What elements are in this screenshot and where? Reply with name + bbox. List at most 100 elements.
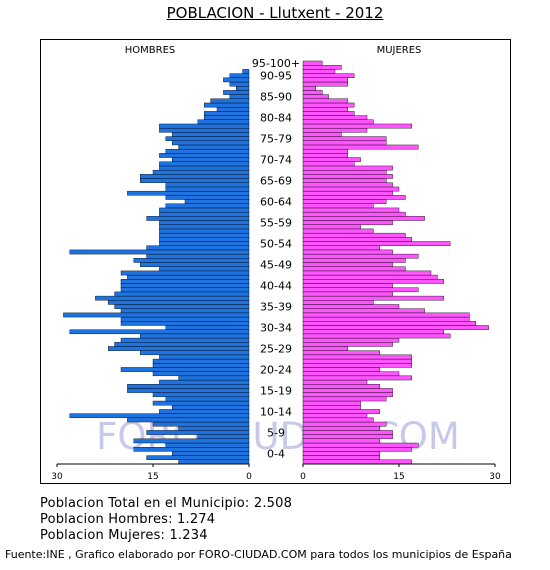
age-label: 50-54 [260,238,292,251]
bar-women-age-30 [302,333,451,339]
bar-men-age-12 [159,409,250,414]
bar-men-age-6 [197,434,250,440]
bar-women-age-52 [302,241,451,246]
bar-women-age-58 [302,216,425,221]
age-label: 0-4 [267,448,285,461]
bar-men-age-61 [165,203,250,209]
bar-women-age-94 [302,64,342,70]
chart-frame: FORO-CIUDAD.COM HOMBRES MUJERES 0-4 5-9 10… [40,39,511,484]
bar-women-age-44 [302,274,438,280]
x-tick-label-right: 30 [489,472,501,482]
bar-men-age-67 [139,178,250,183]
bar-women-age-1 [302,455,381,461]
bar-women-age-39 [302,295,445,301]
bar-men-age-72 [171,157,250,162]
bar-men-age-14 [152,400,250,406]
bar-women-age-37 [302,304,400,309]
bar-women-age-66 [302,182,393,188]
male-bars [63,69,250,465]
age-label: 5-9 [267,427,285,440]
bar-women-age-29 [302,337,400,343]
age-label: 75-79 [260,133,292,146]
bar-women-age-80 [302,123,413,129]
bar-women-age-55 [302,228,374,234]
bar-women-age-40 [302,291,393,297]
bar-men-age-65 [165,186,250,192]
bar-men-age-56 [159,224,250,230]
bar-women-age-18 [302,384,381,389]
bar-women-age-33 [302,321,477,326]
x-tick-label-left: 15 [147,472,158,482]
bar-men-age-48 [133,258,250,263]
bar-men-age-15 [165,396,250,402]
bar-women-age-78 [302,132,342,137]
bar-women-age-68 [302,174,393,179]
age-label: 90-95 [260,70,292,83]
bar-women-age-47 [302,262,393,267]
bar-men-age-68 [139,174,250,179]
bar-women-age-87 [302,94,329,99]
bar-men-age-74 [165,148,250,154]
bar-women-age-54 [302,232,406,238]
bar-men-age-30 [139,333,250,339]
bar-men-age-29 [120,337,250,343]
bar-men-age-8 [178,426,250,431]
bar-men-age-3 [133,447,250,452]
female-population: Poblacion Mujeres: 1.234 [40,528,208,543]
bar-men-age-53 [159,237,250,242]
age-label: 70-74 [260,154,292,167]
bar-men-age-40 [114,291,250,297]
bar-men-age-26 [139,350,250,356]
bar-men-age-87 [229,94,250,99]
age-label: 65-69 [260,175,292,188]
bar-women-age-11 [302,413,368,419]
bar-women-age-14 [302,400,361,406]
bar-women-age-46 [302,266,406,272]
bar-men-age-47 [139,262,250,267]
bar-men-age-60 [159,207,250,213]
bar-men-age-83 [203,111,250,116]
bar-women-age-74 [302,148,348,154]
bar-men-age-44 [127,274,250,280]
bar-men-age-49 [146,253,250,259]
bar-women-age-93 [302,69,336,74]
bar-men-age-45 [120,270,250,276]
bar-women-age-48 [302,258,406,263]
bar-men-age-80 [159,123,250,129]
bar-men-age-36 [120,308,250,314]
bar-women-age-12 [302,409,381,414]
bar-women-age-24 [302,358,413,364]
right-panel-label: MUJERES [377,45,422,56]
bar-women-age-45 [302,270,432,276]
bar-men-age-17 [127,388,250,393]
bar-women-age-15 [302,396,387,402]
bar-women-age-34 [302,316,470,322]
bar-women-age-36 [302,308,425,314]
bar-women-age-61 [302,203,374,209]
bar-men-age-35 [63,312,250,318]
bar-women-age-10 [302,417,374,423]
bar-men-age-1 [146,455,250,461]
bar-men-age-57 [159,220,250,225]
bar-women-age-32 [302,325,489,330]
bar-men-age-85 [203,102,250,108]
bar-women-age-90 [302,81,348,87]
bar-women-age-60 [302,207,400,213]
bar-men-age-25 [159,354,250,360]
bar-women-age-59 [302,211,406,217]
bar-women-age-27 [302,346,348,351]
bar-men-age-10 [127,417,250,423]
bar-men-age-82 [203,115,250,120]
bar-men-age-2 [171,451,250,456]
bar-men-age-64 [127,190,250,196]
age-label: 80-84 [260,112,292,125]
bar-women-age-70 [302,165,393,171]
bar-women-age-6 [302,434,393,440]
bar-men-age-43 [120,279,250,284]
bar-men-age-37 [114,304,250,309]
age-label: 55-59 [260,217,292,230]
bar-women-age-77 [302,136,387,141]
bar-men-age-92 [229,73,250,78]
bar-women-age-57 [302,220,393,225]
bar-women-age-16 [302,392,393,398]
